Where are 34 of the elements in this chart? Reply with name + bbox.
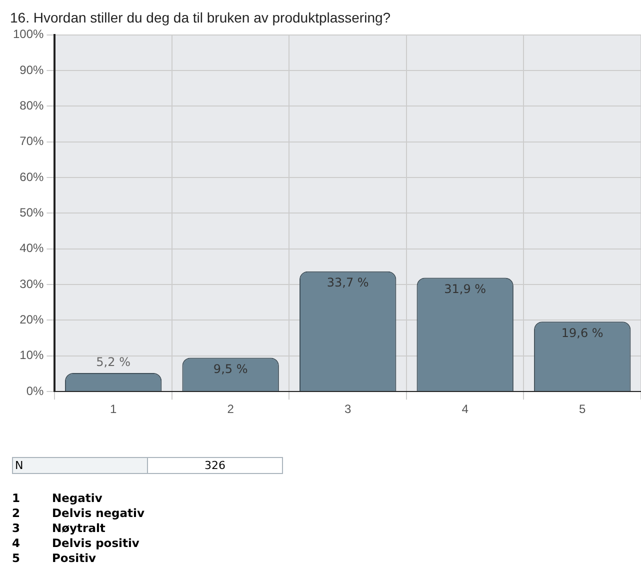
text: 3 <box>12 521 22 536</box>
data-label: 9,5 % <box>213 362 248 376</box>
text: 2 <box>12 506 22 521</box>
text: Delvis negativ <box>52 506 144 521</box>
x-tick-label: 2 <box>227 402 234 416</box>
text: 326 <box>148 458 282 474</box>
y-tick-label: 60% <box>20 170 44 184</box>
y-tick-label: 50% <box>20 206 44 220</box>
x-tick-label: 4 <box>462 402 469 416</box>
x-tick-label: 1 <box>110 402 117 416</box>
y-tick-label: 90% <box>20 62 44 77</box>
y-tick-label: 10% <box>20 348 44 362</box>
y-tick-label: 20% <box>20 312 44 327</box>
x-tick-label: 3 <box>344 402 352 416</box>
text: N <box>12 458 148 474</box>
data-label: 5,2 % <box>96 355 130 370</box>
text: Positiv <box>52 551 96 566</box>
data-label: 19,6 % <box>561 326 604 340</box>
text: Negativ <box>52 491 102 506</box>
text: 4 <box>12 536 22 551</box>
data-label: 33,7 % <box>326 275 369 290</box>
chart-title: 16. Hvordan stiller du deg da til bruken av produktplassering? <box>10 9 391 26</box>
data-label: 31,9 % <box>444 282 486 296</box>
y-tick-label: 40% <box>20 241 44 256</box>
y-tick-label: 100% <box>12 27 44 42</box>
text: Nøytralt <box>52 521 106 536</box>
y-tick-label: 80% <box>20 98 44 112</box>
y-tick-label: 70% <box>20 134 44 148</box>
text: 1 <box>12 491 22 506</box>
y-tick-label: 0% <box>26 384 44 398</box>
text: 5 <box>12 551 22 566</box>
text: Delvis positiv <box>52 536 140 551</box>
y-tick-label: 30% <box>20 276 44 291</box>
x-tick-label: 5 <box>579 402 586 416</box>
